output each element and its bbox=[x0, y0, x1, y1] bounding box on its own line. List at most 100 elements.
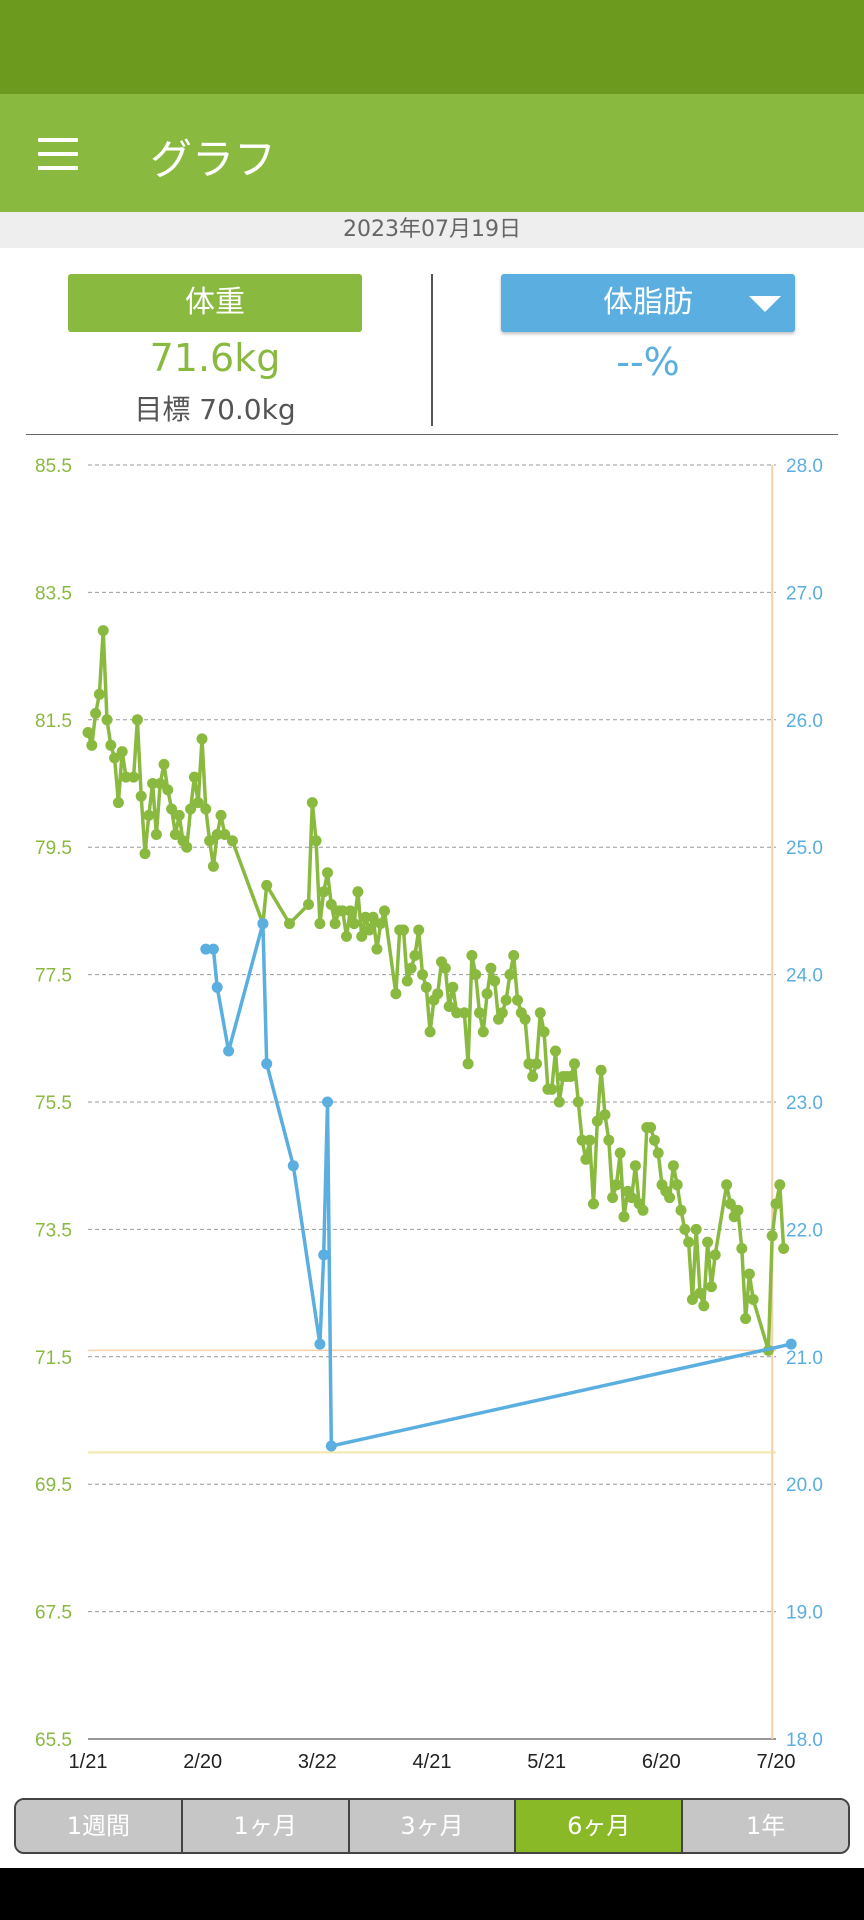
weight-data-point bbox=[569, 1058, 580, 1070]
weight-data-point bbox=[147, 778, 159, 789]
weight-data-point bbox=[219, 829, 231, 840]
weight-data-point bbox=[451, 1007, 463, 1019]
current-date: 2023年07月19日 bbox=[0, 212, 864, 248]
weight-data-point bbox=[322, 867, 333, 879]
weight-data-point bbox=[512, 994, 523, 1006]
weight-data-point bbox=[626, 1192, 638, 1204]
weight-data-point bbox=[500, 994, 512, 1006]
weight-data-point bbox=[325, 899, 337, 910]
weight-data-point bbox=[417, 969, 428, 981]
x-tick-label: 6/20 bbox=[642, 1751, 681, 1773]
weight-data-point bbox=[652, 1147, 664, 1159]
weight-data-point bbox=[694, 1287, 706, 1299]
status-bar bbox=[0, 0, 864, 94]
weight-data-point bbox=[405, 962, 417, 974]
weight-data-point bbox=[610, 1179, 622, 1191]
weight-data-point bbox=[698, 1300, 710, 1312]
app-bar: グラフ bbox=[0, 94, 864, 212]
weight-data-point bbox=[86, 739, 98, 751]
weight-data-point bbox=[584, 1134, 596, 1146]
weight-data-point bbox=[390, 988, 402, 1000]
weight-data-point bbox=[740, 1313, 752, 1325]
weight-data-point bbox=[591, 1115, 603, 1127]
weight-data-point bbox=[337, 905, 349, 917]
weight-data-point bbox=[401, 975, 413, 987]
weight-data-point bbox=[481, 988, 493, 1000]
weight-data-point bbox=[356, 930, 368, 942]
weight-data-point bbox=[128, 771, 140, 783]
body-fat-data-point bbox=[200, 943, 212, 955]
weight-data-point bbox=[211, 829, 223, 840]
weight-data-point bbox=[120, 771, 132, 783]
range-tab[interactable]: 3ヶ月 bbox=[349, 1800, 517, 1852]
weight-data-point bbox=[284, 918, 295, 930]
weight-data-point bbox=[565, 1071, 577, 1082]
body-fat-data-point bbox=[318, 1249, 330, 1261]
weight-data-point bbox=[135, 790, 147, 802]
weight-data-point bbox=[675, 1204, 687, 1216]
weight-data-point bbox=[424, 1026, 436, 1038]
weight-data-point bbox=[595, 1064, 607, 1076]
weight-data-point bbox=[686, 1294, 698, 1305]
weight-data-point bbox=[162, 784, 174, 796]
weight-data-point bbox=[101, 714, 113, 726]
weight-data-point bbox=[363, 924, 375, 936]
y-left-tick-label: 79.5 bbox=[35, 838, 72, 859]
weight-data-point bbox=[671, 1179, 683, 1191]
weight-data-point bbox=[439, 962, 451, 974]
weight-data-point bbox=[485, 962, 497, 974]
range-tab[interactable]: 1週間 bbox=[16, 1800, 183, 1852]
weight-data-point bbox=[329, 918, 341, 930]
range-tab[interactable]: 1年 bbox=[683, 1800, 848, 1852]
weight-data-point bbox=[360, 911, 371, 923]
weight-data-point bbox=[215, 809, 227, 821]
weight-data-point bbox=[261, 879, 273, 891]
x-tick-label: 3/22 bbox=[298, 1751, 337, 1773]
weight-data-point bbox=[550, 1045, 561, 1057]
y-right-tick-label: 26.0 bbox=[786, 711, 823, 732]
weight-data-point bbox=[314, 918, 326, 930]
goal-weight: 目標 70.0kg bbox=[134, 393, 296, 426]
range-tab[interactable]: 1ヶ月 bbox=[182, 1800, 350, 1852]
y-right-tick-label: 20.0 bbox=[786, 1475, 823, 1496]
weight-data-point bbox=[546, 1083, 558, 1095]
y-right-tick-label: 24.0 bbox=[786, 966, 823, 987]
range-tab[interactable]: 6ヶ月 bbox=[516, 1800, 684, 1852]
weight-data-point bbox=[139, 848, 151, 860]
y-right-tick-label: 18.0 bbox=[786, 1730, 823, 1751]
weight-data-point bbox=[204, 835, 216, 847]
weight-data-point bbox=[614, 1147, 626, 1159]
weight-data-point bbox=[344, 905, 356, 917]
body-fat-data-point bbox=[325, 1440, 337, 1452]
weight-data-point bbox=[618, 1211, 630, 1223]
y-right-tick-label: 19.0 bbox=[786, 1603, 823, 1624]
weight-data-point bbox=[173, 809, 185, 821]
weight-data-point bbox=[303, 899, 314, 910]
body-fat-data-point bbox=[314, 1338, 326, 1350]
weight-data-point bbox=[318, 886, 330, 898]
hamburger-menu-icon[interactable] bbox=[30, 132, 86, 176]
system-navigation-bar bbox=[0, 1868, 864, 1920]
y-left-tick-label: 67.5 bbox=[35, 1603, 72, 1624]
y-left-tick-label: 75.5 bbox=[35, 1093, 72, 1114]
y-right-tick-label: 25.0 bbox=[786, 838, 823, 859]
y-right-tick-label: 22.0 bbox=[786, 1220, 823, 1241]
body-fat-data-point bbox=[287, 1160, 299, 1172]
weight-data-point bbox=[523, 1058, 535, 1070]
weight-data-point bbox=[470, 969, 482, 981]
body-fat-value: --% bbox=[616, 340, 680, 384]
weight-data-point bbox=[143, 809, 155, 821]
weight-data-point bbox=[702, 1236, 714, 1248]
x-tick-label: 4/21 bbox=[413, 1751, 452, 1773]
weight-data-point bbox=[398, 924, 409, 936]
weight-data-point bbox=[196, 733, 208, 745]
weight-data-point bbox=[188, 771, 200, 783]
y-right-tick-label: 28.0 bbox=[786, 456, 823, 477]
body-fat-dropdown[interactable]: 体脂肪 bbox=[501, 274, 795, 332]
weight-data-point bbox=[432, 988, 444, 1000]
weight-data-point bbox=[736, 1243, 748, 1254]
weight-data-point bbox=[770, 1198, 782, 1210]
weight-data-point bbox=[109, 752, 121, 764]
weight-data-point bbox=[447, 981, 459, 993]
weight-button[interactable]: 体重 bbox=[68, 274, 362, 332]
